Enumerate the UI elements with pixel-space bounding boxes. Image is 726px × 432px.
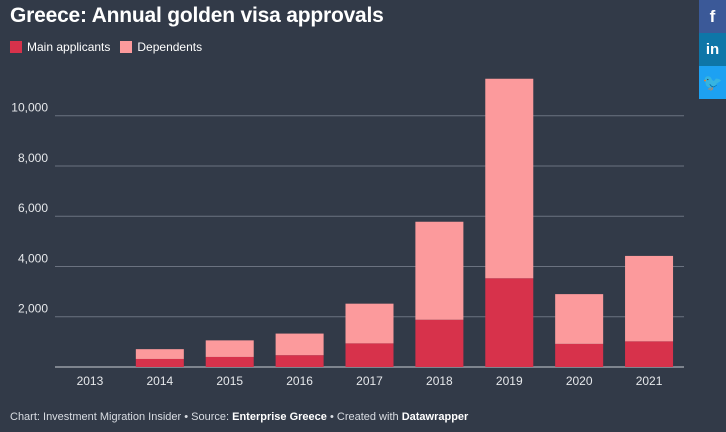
legend-item-main: Main applicants xyxy=(10,40,110,54)
x-tick-label: 2017 xyxy=(356,374,383,388)
linkedin-share-button[interactable]: in xyxy=(699,33,726,66)
chart-legend: Main applicants Dependents xyxy=(10,40,212,54)
x-tick-label: 2015 xyxy=(216,374,243,388)
legend-label-main: Main applicants xyxy=(27,40,111,54)
y-tick-label: 2,000 xyxy=(18,302,48,316)
bar-main-applicants xyxy=(275,355,324,367)
bar-main-applicants xyxy=(135,358,184,367)
footer-source: Enterprise Greece xyxy=(232,411,327,423)
bar-main-applicants xyxy=(625,341,674,367)
bar-main-applicants xyxy=(415,319,464,367)
bar-main-applicants xyxy=(555,343,604,367)
twitter-icon: 🐦 xyxy=(702,74,723,92)
facebook-icon: f xyxy=(709,6,716,26)
bar-dependents xyxy=(345,303,394,344)
y-tick-label: 8,000 xyxy=(18,151,48,165)
x-tick-label: 2020 xyxy=(566,374,593,388)
bar-dependents xyxy=(485,78,534,279)
x-tick-label: 2014 xyxy=(146,374,173,388)
bar-dependents xyxy=(205,340,254,357)
legend-item-dependents: Dependents xyxy=(120,40,202,54)
bar-main-applicants xyxy=(205,356,254,367)
bar-dependents xyxy=(625,255,674,342)
x-tick-label: 2021 xyxy=(636,374,663,388)
facebook-share-button[interactable]: f xyxy=(699,0,726,33)
legend-swatch-main xyxy=(10,41,22,53)
bar-main-applicants xyxy=(345,343,394,367)
x-tick-label: 2018 xyxy=(426,374,453,388)
x-tick-label: 2013 xyxy=(77,374,104,388)
bar-main-applicants xyxy=(485,278,534,367)
twitter-share-button[interactable]: 🐦 xyxy=(699,66,726,99)
chart-title: Greece: Annual golden visa approvals xyxy=(10,4,384,27)
y-tick-label: 6,000 xyxy=(18,201,48,215)
bar-dependents xyxy=(415,221,464,320)
y-tick-label: 10,000 xyxy=(11,101,48,115)
linkedin-icon: in xyxy=(705,41,720,58)
bar-dependents xyxy=(555,294,604,344)
bar-dependents xyxy=(135,349,184,359)
bar-dependents xyxy=(275,333,324,356)
footer-tool: Datawrapper xyxy=(401,411,469,423)
x-tick-label: 2019 xyxy=(496,374,523,388)
footer-credit: Chart: Investment Migration Insider • So… xyxy=(10,411,233,423)
x-tick-label: 2016 xyxy=(286,374,313,388)
chart-footer: Chart: Investment Migration Insider • So… xyxy=(10,411,468,423)
footer-created-with: • Created with xyxy=(326,411,402,423)
legend-swatch-dependents xyxy=(120,41,133,53)
y-tick-label: 4,000 xyxy=(18,251,48,265)
legend-label-dependents: Dependents xyxy=(137,40,203,54)
